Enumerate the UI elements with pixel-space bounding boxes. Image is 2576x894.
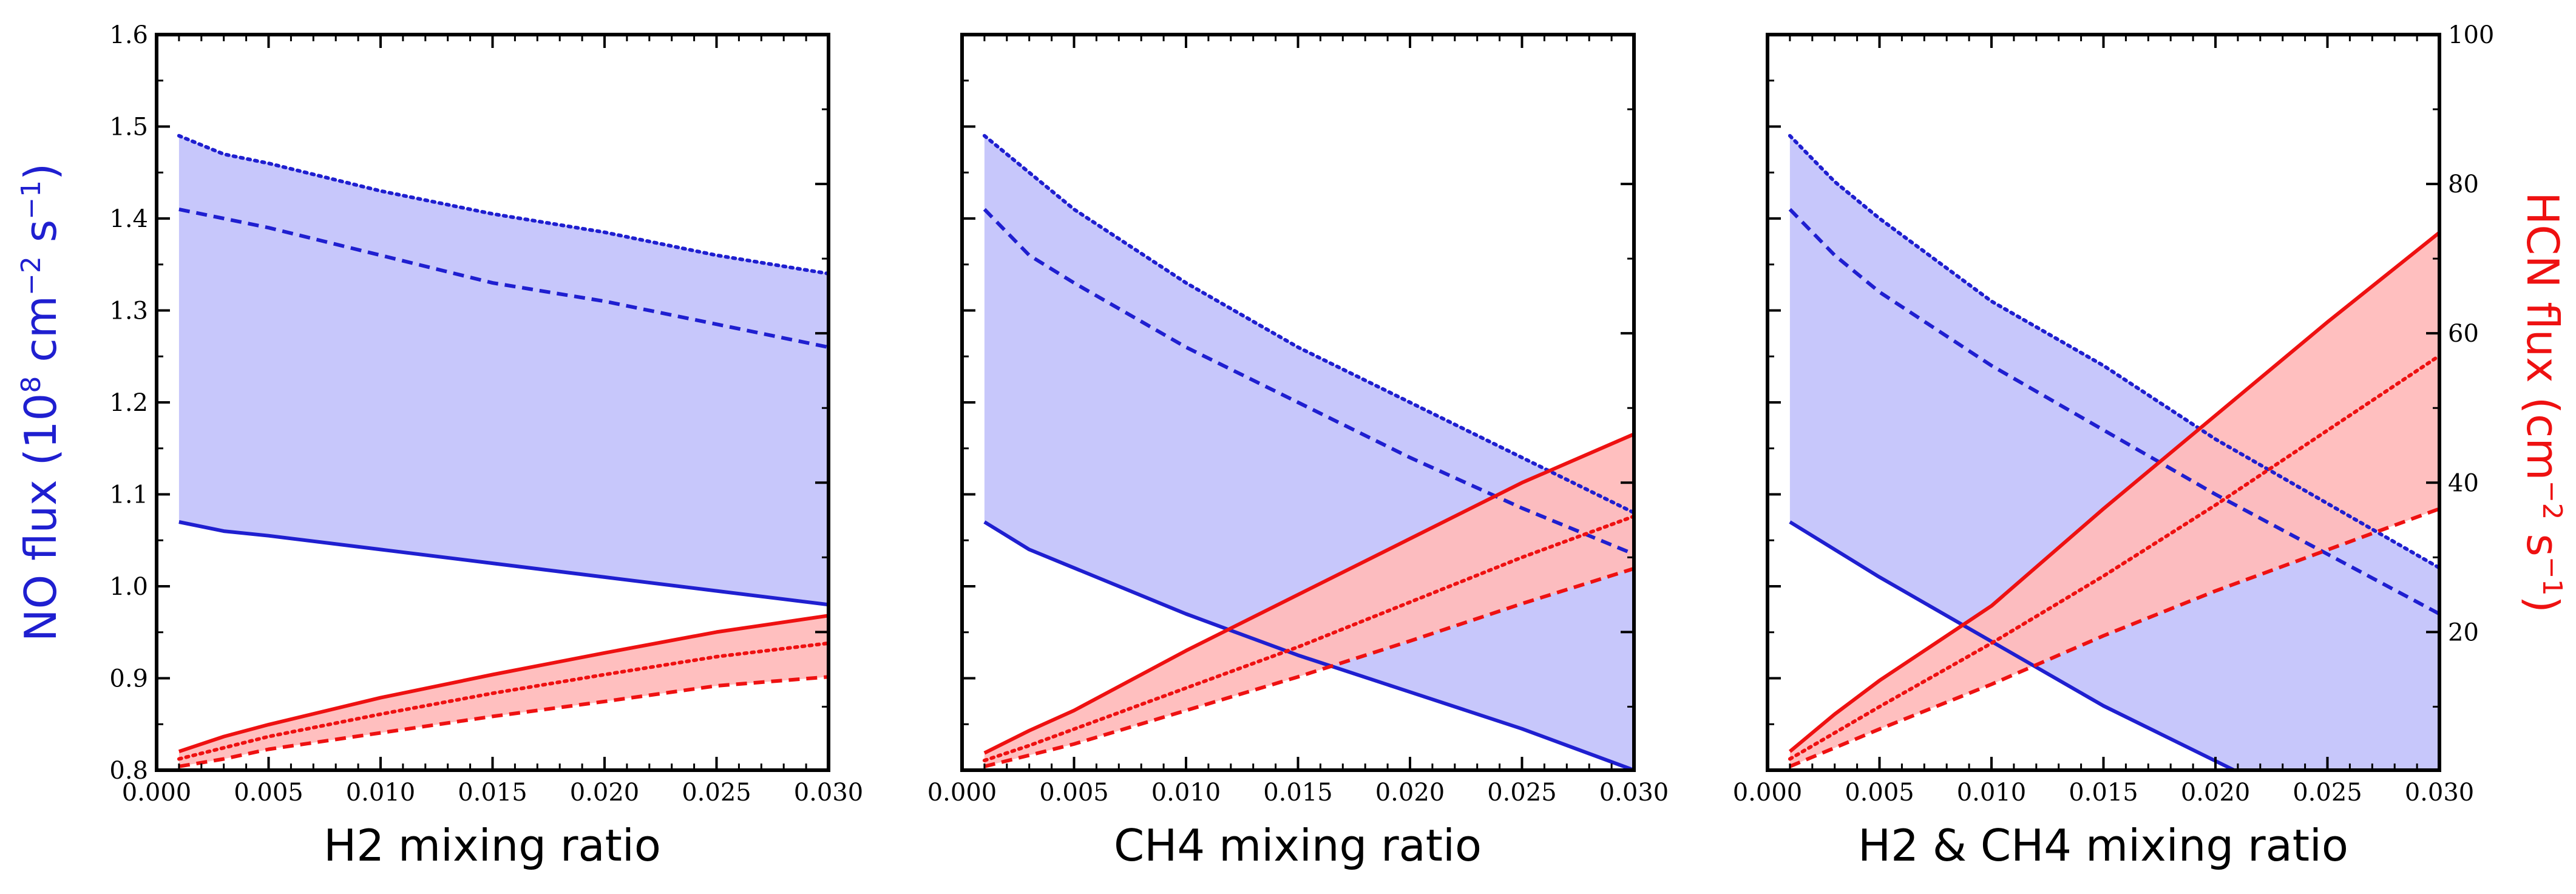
panel-ch4: 0.000 0.005 0.010 0.015 0.020 0.025 0.030 CH4 … [927, 33, 1669, 871]
x-tick-label: 0.025 [1487, 779, 1557, 807]
left-y-label-sup: 8 [16, 376, 47, 393]
x-tick-label: 0.020 [570, 779, 640, 807]
axes-frame-ch4 [960, 33, 1636, 772]
hcn-dotted-line [1788, 354, 2439, 761]
no-solid-line [178, 520, 829, 607]
right-y-tick-label: 100 [2448, 21, 2494, 49]
ticks-h2-ch4: 0.000 0.005 0.010 0.015 0.020 0.025 0.030 20 40 6… [1733, 21, 2495, 807]
right-y-tick-label: 80 [2448, 171, 2479, 198]
hcn-solid-line [983, 432, 1634, 755]
x-tick-label: 0.030 [794, 779, 864, 807]
hcn-flux-band [984, 434, 1634, 767]
left-y-tick-label: 1.4 [109, 205, 148, 233]
hcn-solid-line [178, 614, 829, 754]
x-tick-label: 0.005 [234, 779, 303, 807]
hcn-dotted-line [177, 641, 829, 761]
no-dashed-line [983, 208, 1634, 556]
no-dotted-line [982, 134, 1634, 515]
right-y-label-part: s [2517, 520, 2568, 556]
no-solid-line [1789, 520, 2239, 770]
x-tick-label: 0.010 [346, 779, 416, 807]
x-tick-label: 0.030 [2405, 779, 2475, 807]
no-flux-band [1789, 135, 2439, 770]
left-y-tick-label: 1.3 [109, 297, 148, 325]
right-y-label-part: HCN flux (cm [2517, 192, 2568, 480]
right-y-label-sup: −2 [2537, 481, 2568, 520]
left-y-tick-label: 1.1 [109, 481, 148, 509]
no-dashed-line [1788, 208, 2439, 616]
no-flux-band [178, 135, 829, 605]
x-tick-label: 0.005 [1845, 779, 1914, 807]
plot-area-h2 [177, 134, 829, 768]
plot-area-h2-ch4 [1788, 134, 2439, 770]
left-y-label-part: ) [15, 163, 66, 180]
left-y-tick-label: 1.2 [109, 389, 148, 417]
no-dotted-line [1788, 134, 2439, 570]
axes-frame-h2-ch4 [1766, 33, 2441, 772]
x-tick-label: 0.015 [1263, 779, 1333, 807]
x-tick-label: 0.015 [2069, 779, 2138, 807]
left-y-tick-label: 0.8 [109, 757, 148, 785]
plot-area-ch4 [982, 134, 1634, 770]
x-tick-label: 0.000 [1733, 779, 1803, 807]
x-tick-label: 0.010 [1957, 779, 2027, 807]
x-tick-label: 0.010 [1151, 779, 1221, 807]
panel-h2-ch4: 0.000 0.005 0.010 0.015 0.020 0.025 0.030 20 40 6… [1733, 21, 2495, 871]
left-y-axis-label: NO flux (108 cm−2 s−1) [15, 163, 66, 642]
right-y-label-part: ) [2517, 596, 2568, 613]
x-tick-label: 0.025 [682, 779, 751, 807]
hcn-dotted-line [982, 514, 1634, 762]
right-y-tick-label: 40 [2448, 469, 2479, 497]
right-y-tick-label: 60 [2448, 320, 2479, 348]
x-tick-label: 0.000 [927, 779, 997, 807]
right-y-axis-label: HCN flux (cm−2 s−1) [2517, 192, 2568, 613]
no-dashed-line [178, 207, 829, 350]
left-y-tick-label: 1.0 [109, 573, 148, 601]
no-solid-line [983, 520, 1634, 770]
hcn-dashed-line [178, 675, 829, 768]
left-y-label-part: cm [15, 296, 66, 376]
x-tick-label: 0.020 [2181, 779, 2251, 807]
hcn-dashed-line [984, 566, 1634, 768]
left-y-tick-label: 0.9 [109, 665, 148, 693]
hcn-solid-line [1788, 231, 2439, 753]
x-tick-label: 0.015 [458, 779, 527, 807]
left-y-tick-label: 1.6 [109, 21, 148, 49]
ticks-ch4: 0.000 0.005 0.010 0.015 0.020 0.025 0.030 [927, 33, 1669, 807]
panel-h2: 0.000 0.005 0.010 0.015 0.020 0.025 0.030 0.8 0.… [109, 21, 863, 871]
x-tick-label: 0.000 [122, 779, 192, 807]
left-y-label-sup: −2 [16, 256, 47, 296]
x-axis-label-h2: H2 mixing ratio [324, 820, 661, 871]
x-axis-label-ch4: CH4 mixing ratio [1114, 820, 1482, 871]
left-y-label-part: s [15, 220, 66, 256]
axes-frame-h2 [155, 33, 830, 772]
hcn-dashed-line [1789, 507, 2439, 768]
right-y-tick-label: 20 [2448, 618, 2479, 646]
left-y-label-part: NO flux (10 [15, 393, 66, 642]
x-tick-label: 0.025 [2293, 779, 2362, 807]
left-y-label-sup: −1 [16, 180, 47, 220]
left-y-tick-label: 1.5 [109, 113, 148, 141]
x-tick-label: 0.020 [1375, 779, 1445, 807]
x-axis-label-h2-ch4: H2 & CH4 mixing ratio [1858, 820, 2348, 871]
right-y-label-sup: −1 [2537, 557, 2568, 596]
no-dotted-line [177, 134, 829, 276]
x-tick-label: 0.030 [1599, 779, 1669, 807]
x-tick-label: 0.005 [1039, 779, 1109, 807]
